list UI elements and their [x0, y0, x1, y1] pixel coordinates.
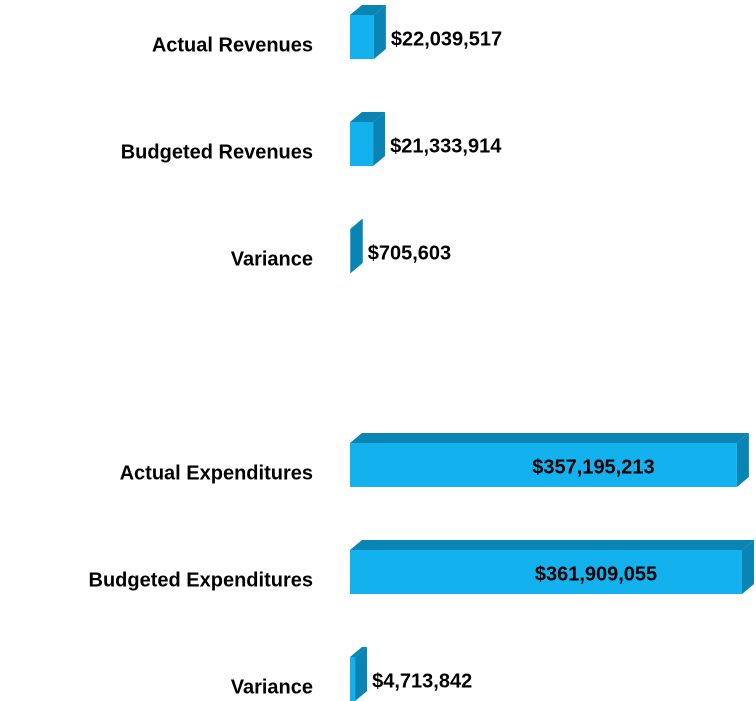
- category-label: Budgeted Revenues: [121, 141, 313, 163]
- bar-front: [350, 443, 737, 487]
- bar-front: [350, 550, 742, 594]
- category-label: Actual Expenditures: [120, 462, 313, 484]
- bar-side: [355, 647, 368, 701]
- bar-side: [742, 540, 754, 594]
- category-label: Budgeted Expenditures: [89, 569, 313, 591]
- bar-top: [350, 219, 363, 229]
- bar-top: [350, 540, 754, 550]
- value-label: $22,039,517: [391, 28, 502, 50]
- bar-top: [350, 112, 386, 122]
- value-label: $357,195,213: [532, 456, 654, 478]
- category-label: Variance: [231, 676, 313, 698]
- bar-top: [350, 5, 386, 15]
- category-label: Actual Revenues: [152, 34, 313, 56]
- value-label: $21,333,914: [390, 135, 502, 157]
- bar-front: [350, 657, 356, 701]
- value-label: $4,713,842: [372, 670, 472, 692]
- value-label: $361,909,055: [535, 563, 657, 585]
- category-label: Variance: [231, 248, 313, 270]
- bar-front: [350, 15, 374, 59]
- bar-side: [373, 112, 386, 166]
- bar-top: [350, 433, 749, 443]
- bar-top: [350, 647, 368, 657]
- bar-side: [736, 433, 749, 487]
- bar-side: [373, 5, 386, 59]
- bar-side: [350, 219, 363, 273]
- value-label: $705,603: [368, 242, 451, 264]
- bar-front: [350, 229, 351, 273]
- bar-front: [350, 122, 374, 166]
